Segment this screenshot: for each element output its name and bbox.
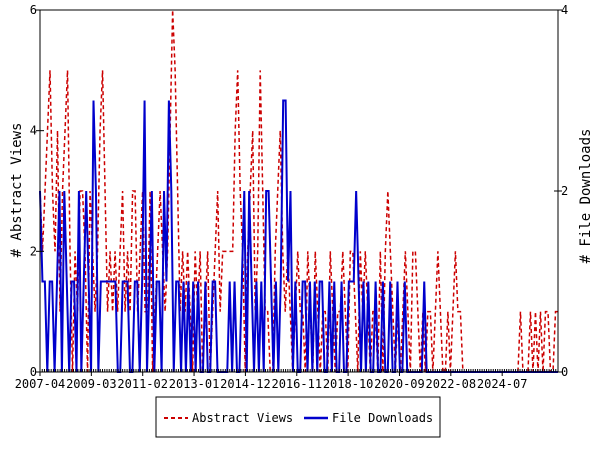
legend: Abstract Views File Downloads	[155, 396, 441, 438]
x-axis: 2007-04 2009-03 2011-02 2013-01 2014-12 2016-…	[15, 372, 528, 391]
x-tick-label: 2009-03	[66, 377, 117, 391]
y-axis-right: 0 2 4	[554, 3, 568, 379]
x-tick-label: 2018-10	[323, 377, 374, 391]
legend-box	[155, 396, 441, 438]
y-left-tick-label: 4	[30, 124, 37, 138]
series-line-abstract-views	[39, 9, 558, 373]
y-left-tick-label: 0	[30, 365, 37, 379]
y-left-tick-label: 2	[30, 244, 37, 258]
series-line-file-downloads	[39, 99, 558, 373]
x-tick-label: 2011-02	[117, 377, 168, 391]
y-right-tick-label: 2	[561, 184, 568, 198]
y-left-tick-label: 6	[30, 3, 37, 17]
legend-label-abstract-views: Abstract Views	[192, 411, 293, 425]
x-tick-label: 2013-01	[169, 377, 220, 391]
y-axis-right-label: # File Downloads	[578, 129, 594, 264]
legend-label-file-downloads: File Downloads	[332, 411, 433, 425]
plot-frame	[39, 9, 559, 373]
y-right-tick-label: 0	[561, 365, 568, 379]
x-tick-label: 2014-12	[220, 377, 271, 391]
x-tick-label: 2016-11	[271, 377, 322, 391]
plot-lines	[39, 9, 558, 373]
x-tick-label: 2022-08	[426, 377, 477, 391]
x-minor-ticks	[39, 369, 559, 372]
x-tick-label: 2024-07	[477, 377, 528, 391]
y-right-tick-label: 4	[561, 3, 568, 17]
y-axis-left-label: # Abstract Views	[9, 123, 25, 258]
y-axis-left: 0 2 4 6	[30, 3, 44, 379]
x-tick-label: 2007-04	[15, 377, 66, 391]
x-tick-label: 2020-09	[374, 377, 425, 391]
